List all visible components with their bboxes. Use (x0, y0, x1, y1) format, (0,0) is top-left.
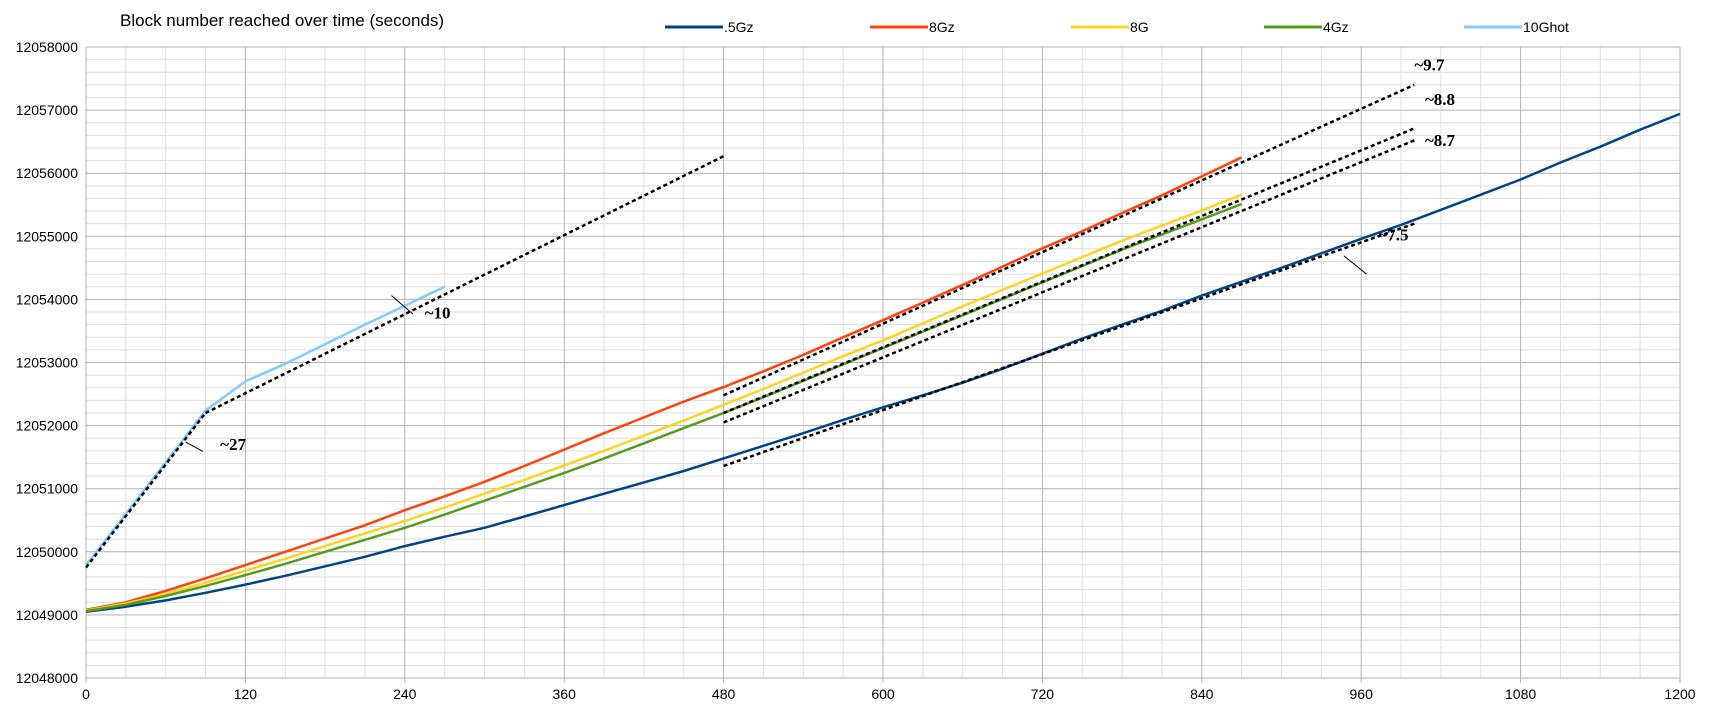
annotation-label: ~10 (425, 303, 451, 322)
x-tick-label: 840 (1190, 686, 1214, 702)
series-line (85, 193, 1243, 612)
y-tick-label: 12053000 (16, 355, 79, 371)
x-tick-label: 0 (82, 686, 90, 702)
trend-lines (85, 83, 1415, 569)
annotation-label: ~8.7 (1425, 131, 1456, 150)
x-tick-label: 960 (1350, 686, 1374, 702)
major-gridlines (85, 46, 1681, 679)
x-tick-label: 1200 (1664, 686, 1695, 702)
annotation-leader (1343, 255, 1367, 275)
y-axis-ticks: 12048000 12049000 12050000 12051000 12052000… (16, 39, 79, 686)
y-tick-label: 12050000 (16, 544, 79, 560)
legend: .5Gz 8Gz 8G 4Gz 10Ghot (665, 19, 1569, 35)
x-axis-ticks: 0 120 240 360 480 600 720 840 960 1080 1200 (82, 678, 1696, 702)
series-line (85, 156, 1243, 612)
x-tick-label: 1080 (1505, 686, 1536, 702)
y-tick-label: 12056000 (16, 165, 79, 181)
x-tick-label: 120 (234, 686, 258, 702)
annotations: ~27 ~10 ~7.5 ~9.7 ~8.8 ~8.7 (185, 55, 1456, 454)
y-tick-label: 12051000 (16, 481, 79, 497)
legend-label: 8G (1130, 19, 1149, 35)
series-line (85, 112, 1681, 613)
chart-title: Block number reached over time (seconds) (120, 11, 444, 30)
y-tick-label: 12054000 (16, 291, 79, 307)
trend-line (723, 139, 1415, 424)
trend-line (723, 83, 1415, 397)
annotation-leader (391, 295, 414, 315)
trend-line (723, 127, 1415, 415)
legend-label: 10Ghot (1523, 19, 1569, 35)
legend-label: .5Gz (724, 19, 754, 35)
y-tick-label: 12057000 (16, 102, 79, 118)
annotation-label: ~27 (220, 435, 246, 454)
legend-label: 4Gz (1323, 19, 1349, 35)
legend-label: 8Gz (929, 19, 955, 35)
x-tick-label: 720 (1031, 686, 1055, 702)
y-tick-label: 12055000 (16, 228, 79, 244)
y-tick-label: 12049000 (16, 607, 79, 623)
y-tick-label: 12058000 (16, 39, 79, 55)
x-tick-label: 360 (553, 686, 577, 702)
x-tick-label: 240 (393, 686, 417, 702)
annotation-label: ~9.7 (1414, 55, 1445, 74)
x-tick-label: 600 (871, 686, 895, 702)
trend-line (204, 155, 725, 415)
trend-line (723, 222, 1415, 468)
trend-line (85, 412, 207, 569)
y-tick-label: 12048000 (16, 670, 79, 686)
annotation-label: ~7.5 (1378, 226, 1408, 245)
annotation-leader (185, 441, 204, 452)
series-line (85, 285, 446, 566)
y-tick-label: 12052000 (16, 418, 79, 434)
annotation-label: ~8.8 (1425, 90, 1455, 109)
x-tick-label: 480 (712, 686, 736, 702)
